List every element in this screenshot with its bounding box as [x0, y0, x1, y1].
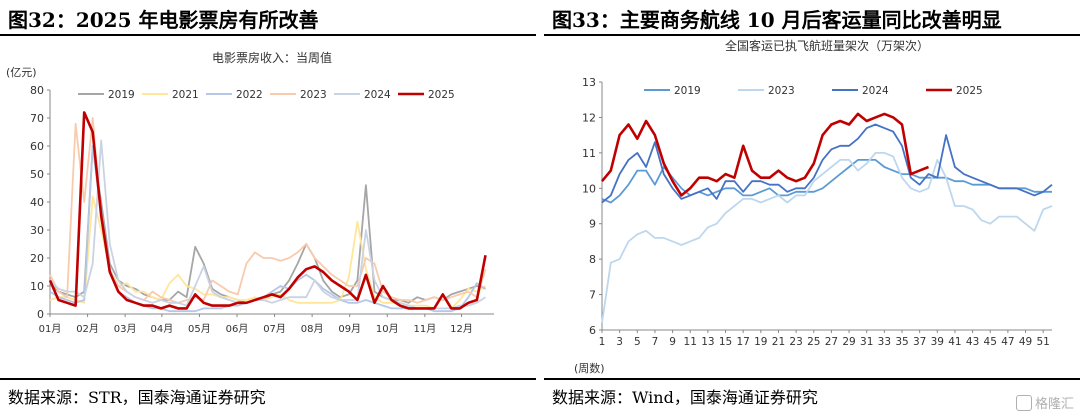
x-tick-label: 06月: [226, 323, 249, 335]
x-tick-label: 37: [913, 336, 926, 348]
x-tick-label: 04月: [150, 323, 173, 335]
right-figure-title: 图33：主要商务航线 10 月后客运量同比改善明显: [552, 8, 1002, 32]
legend-label-2023: 2023: [300, 89, 327, 101]
x-tick-label: 03月: [114, 323, 137, 335]
left-source-note: 数据来源：STR，国泰海通证券研究: [8, 388, 266, 407]
left-top-rule: [0, 34, 536, 36]
watermark-logo-icon: [1015, 395, 1032, 411]
x-tick-label: 01月: [39, 323, 62, 335]
legend-label-2021: 2021: [172, 89, 199, 101]
y-axis-label: (亿元): [6, 66, 37, 79]
x-tick-label: 45: [984, 336, 997, 348]
legend-label-2019: 2019: [108, 89, 135, 101]
right-figure-panel: 图33：主要商务航线 10 月后客运量同比改善明显 全国客运已执飞航班量架次（万…: [544, 0, 1080, 418]
right-source-note: 数据来源：Wind，国泰海通证券研究: [552, 388, 818, 407]
left-figure-panel: 图32：2025 年电影票房有所改善 电影票房收入：当周值 (亿元) 0 10 20 30…: [0, 0, 536, 418]
x-tick-label: 08月: [301, 323, 324, 335]
y-tick-label: 7: [589, 289, 596, 302]
y-tick-label: 0: [37, 308, 44, 321]
legend-label-2022: 2022: [236, 89, 263, 101]
right-bottom-rule: [544, 378, 1080, 380]
legend-label-2025: 2025: [428, 89, 455, 101]
legend-label-2024: 2024: [862, 85, 889, 97]
series-line-2019: [49, 145, 486, 304]
x-tick-label: 7: [652, 336, 659, 348]
y-tick-label: 9: [589, 218, 596, 231]
x-tick-label: 19: [754, 336, 767, 348]
x-tick-label: 11月: [413, 323, 436, 335]
legend-label-2024: 2024: [364, 89, 391, 101]
y-tick-label: 50: [30, 168, 44, 181]
chart-title: 电影票房收入：当周值: [212, 50, 332, 65]
y-tick-label: 6: [589, 324, 596, 337]
x-tick-label: 23: [789, 336, 802, 348]
x-tick-label: 47: [1001, 336, 1014, 348]
legend-label-2019: 2019: [674, 85, 701, 97]
y-tick-label: 60: [30, 140, 44, 153]
x-tick-label: 17: [736, 336, 749, 348]
right-top-rule: [544, 34, 1080, 36]
x-axis-label: (周数): [574, 362, 605, 375]
x-tick-label: 9: [669, 336, 676, 348]
x-tick-label: 13: [701, 336, 714, 348]
x-tick-label: 07月: [263, 323, 286, 335]
y-tick-label: 20: [30, 252, 44, 265]
x-tick-label: 02月: [76, 323, 99, 335]
series-line-2023: [49, 117, 487, 304]
x-tick-label: 41: [948, 336, 961, 348]
x-tick-label: 12月: [450, 323, 473, 335]
x-tick-label: 51: [1036, 336, 1049, 348]
x-tick-label: 33: [878, 336, 891, 348]
y-tick-label: 8: [589, 253, 596, 266]
y-tick-label: 12: [582, 111, 596, 124]
x-tick-label: 31: [860, 336, 873, 348]
x-tick-label: 35: [895, 336, 908, 348]
watermark: 格隆汇: [1015, 393, 1074, 412]
x-tick-label: 39: [931, 336, 944, 348]
x-tick-label: 15: [719, 336, 732, 348]
y-tick-label: 13: [582, 76, 596, 89]
x-tick-label: 09月: [338, 323, 361, 335]
y-tick-label: 10: [30, 280, 44, 293]
series-line-2023: [601, 152, 1053, 324]
x-tick-label: 11: [684, 336, 697, 348]
y-tick-label: 80: [30, 84, 44, 97]
y-tick-label: 10: [582, 182, 596, 195]
legend-label-2023: 2023: [768, 85, 795, 97]
x-tick-label: 29: [842, 336, 855, 348]
box-office-chart: 电影票房收入：当周值 (亿元) 0 10 20 30 40 50 60 70 80 01月 02月 03月…: [6, 50, 494, 335]
x-tick-label: 10月: [376, 323, 399, 335]
x-tick-label: 21: [772, 336, 785, 348]
series-line-2024: [49, 139, 486, 310]
y-tick-label: 30: [30, 224, 44, 237]
legend-label-2025: 2025: [956, 85, 983, 97]
x-tick-label: 05月: [188, 323, 211, 335]
y-tick-label: 70: [30, 112, 44, 125]
x-tick-label: 43: [966, 336, 979, 348]
x-tick-label: 1: [599, 336, 606, 348]
left-bottom-rule: [0, 378, 536, 380]
x-tick-label: 49: [1019, 336, 1032, 348]
series-line-2021: [49, 195, 486, 310]
series-line-2025: [48, 111, 487, 310]
series-line-2019: [601, 159, 1052, 204]
chart-title: 全国客运已执飞航班量架次（万架次）: [725, 38, 929, 53]
watermark-text: 格隆汇: [1034, 397, 1074, 412]
series-line-2025: [600, 112, 929, 197]
x-tick-label: 3: [616, 336, 623, 348]
x-tick-label: 5: [634, 336, 641, 348]
series-line-2024: [601, 123, 1053, 204]
x-tick-label: 25: [807, 336, 820, 348]
y-tick-label: 11: [582, 147, 596, 160]
y-tick-label: 40: [30, 196, 44, 209]
x-tick-label: 27: [825, 336, 838, 348]
left-figure-title: 图32：2025 年电影票房有所改善: [8, 8, 319, 32]
